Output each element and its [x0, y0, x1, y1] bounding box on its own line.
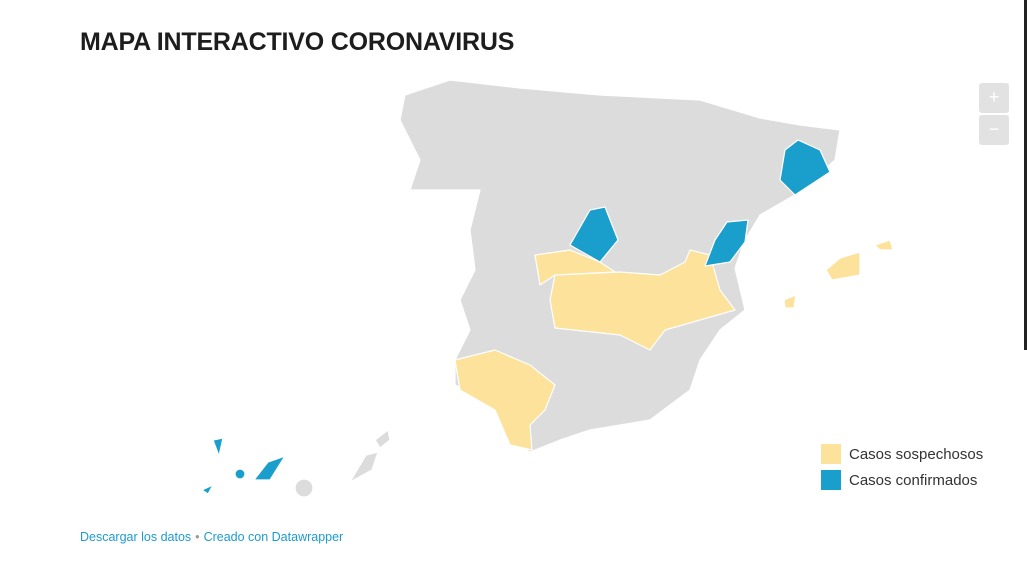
region-valencia[interactable]	[704, 219, 749, 267]
page-edge-divider	[1024, 0, 1027, 350]
zoom-in-button[interactable]: +	[979, 83, 1009, 113]
legend-label: Casos confirmados	[849, 471, 978, 489]
region-castilla-la-mancha[interactable]	[549, 249, 736, 351]
page-title: MAPA INTERACTIVO CORONAVIRUS	[80, 28, 515, 56]
legend: Casos sospechosos Casos confirmados	[821, 441, 983, 493]
download-data-link[interactable]: Descargar los datos	[80, 530, 192, 544]
footer-separator: •	[195, 530, 200, 544]
region-cataluna[interactable]	[779, 139, 831, 196]
region-fuerteventura[interactable]	[349, 451, 379, 483]
datawrapper-link[interactable]: Creado con Datawrapper	[203, 530, 344, 544]
legend-swatch	[821, 470, 841, 490]
zoom-out-button[interactable]: −	[979, 115, 1009, 145]
region-la-gomera[interactable]	[234, 468, 246, 480]
region-ibiza[interactable]	[783, 294, 797, 309]
region-toledo-avila[interactable]	[534, 249, 616, 286]
legend-item-sospechosos: Casos sospechosos	[821, 441, 983, 467]
region-mallorca[interactable]	[825, 251, 861, 281]
region-el-hierro[interactable]	[201, 484, 214, 495]
region-la-palma[interactable]	[212, 437, 224, 457]
legend-item-confirmados: Casos confirmados	[821, 467, 983, 493]
region-lanzarote[interactable]	[374, 429, 391, 449]
region-tenerife[interactable]	[253, 455, 286, 481]
region-gran-canaria[interactable]	[294, 478, 314, 498]
region-madrid[interactable]	[569, 206, 619, 263]
region-andalucia-west[interactable]	[454, 349, 556, 451]
footer: Descargar los datos • Creado con Datawrapp…	[80, 530, 343, 544]
region-menorca[interactable]	[874, 239, 894, 251]
region-mainland[interactable]	[399, 79, 841, 453]
legend-label: Casos sospechosos	[849, 445, 984, 463]
legend-swatch	[821, 444, 841, 464]
